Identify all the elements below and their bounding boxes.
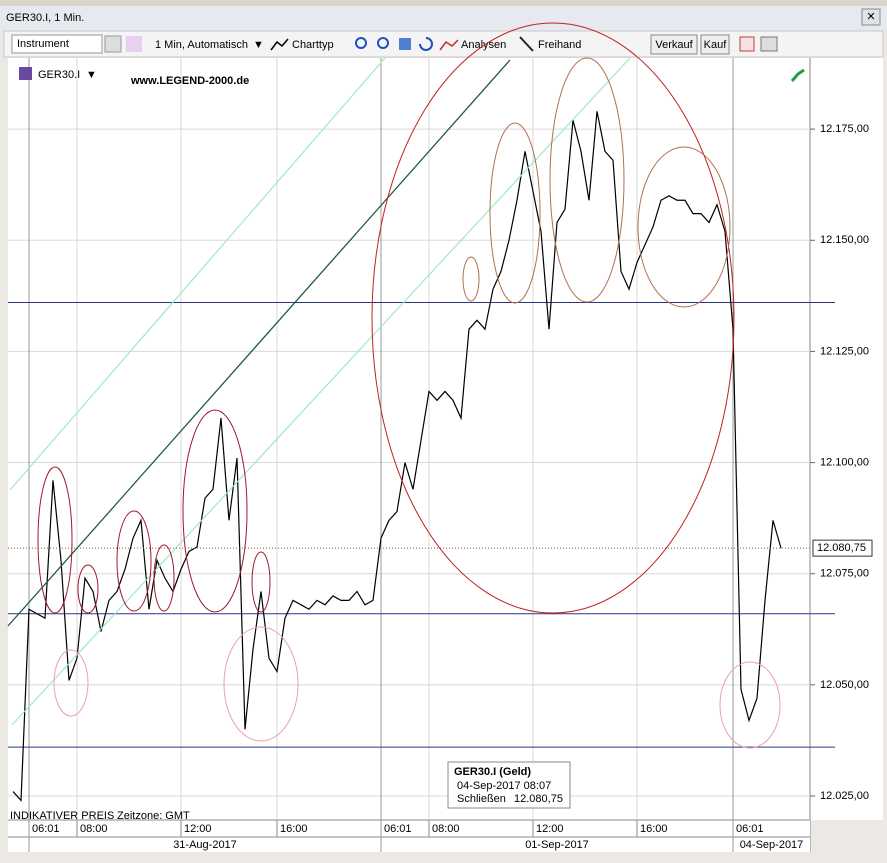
x-tick-label: 12:00 bbox=[536, 823, 564, 835]
symbol-icon bbox=[19, 67, 32, 80]
info-close-value: 12.080,75 bbox=[514, 793, 563, 805]
price-line bbox=[12, 111, 782, 802]
freehand-menu[interactable]: Freihand bbox=[538, 39, 581, 51]
symbol-label[interactable]: GER30.I bbox=[38, 69, 80, 81]
x-tick-label: 08:00 bbox=[432, 823, 460, 835]
timezone-note: Zeitzone: GMT bbox=[117, 810, 190, 822]
y-tick-label: 12.050,00 bbox=[820, 679, 869, 691]
buy-label: Kauf bbox=[704, 39, 728, 51]
x-tick-label: 06:01 bbox=[736, 823, 764, 835]
menu-strip bbox=[0, 0, 887, 6]
circle-marker bbox=[223, 626, 299, 742]
x-tick-label: 12:00 bbox=[184, 823, 212, 835]
zoom-out[interactable] bbox=[377, 37, 389, 49]
instrument-placeholder: Instrument bbox=[17, 38, 69, 50]
y-tick-label: 12.100,00 bbox=[820, 456, 869, 468]
plot-bg bbox=[8, 58, 810, 820]
info-box bbox=[447, 761, 571, 809]
compare-icon[interactable] bbox=[126, 36, 142, 52]
close-button[interactable] bbox=[861, 8, 881, 26]
analysis-icon bbox=[439, 39, 459, 51]
axis-bg bbox=[810, 58, 883, 820]
circle-marker bbox=[153, 544, 175, 612]
y-tick-label: 12.075,00 bbox=[820, 568, 869, 580]
circle-marker bbox=[251, 551, 271, 613]
x-tick-label: 06:01 bbox=[384, 823, 412, 835]
circle-marker bbox=[77, 564, 99, 614]
analyses-menu[interactable]: Analysen bbox=[461, 39, 506, 51]
trend-line bbox=[7, 59, 511, 627]
y-tick-label: 12.175,00 bbox=[820, 123, 869, 135]
x-tick-label: 16:00 bbox=[280, 823, 308, 835]
trend-line bbox=[11, 57, 631, 726]
status-icon bbox=[790, 68, 805, 82]
interval-menu[interactable]: 1 Min, Automatisch bbox=[155, 39, 248, 51]
plot-area: 12.025,00 12.050,00 12.075,00 12.100,00 12.1… bbox=[8, 58, 883, 852]
time-axis-bg bbox=[8, 820, 810, 852]
window-title: GER30.I, 1 Min. bbox=[6, 12, 84, 24]
circle-marker bbox=[489, 122, 541, 304]
drawings bbox=[7, 22, 781, 749]
date-label: 04-Sep-2017 bbox=[740, 839, 804, 851]
print-icon[interactable] bbox=[760, 36, 778, 52]
x-tick-label: 06:01 bbox=[32, 823, 60, 835]
freehand-icon bbox=[519, 36, 534, 52]
reset-icon[interactable] bbox=[419, 37, 433, 51]
x-tick-label: 16:00 bbox=[640, 823, 668, 835]
info-title: GER30.I (Geld) bbox=[454, 766, 531, 778]
last-price-label: 12.080,75 bbox=[817, 542, 866, 554]
symbol-dropdown: ▼ bbox=[86, 69, 97, 81]
date-label: 01-Sep-2017 bbox=[525, 839, 589, 851]
title-bar bbox=[0, 6, 887, 30]
info-time: 04-Sep-2017 08:07 bbox=[457, 780, 551, 792]
y-tick-label: 12.150,00 bbox=[820, 234, 869, 246]
close-icon: ✕ bbox=[866, 11, 875, 23]
y-tick-label: 12.025,00 bbox=[820, 790, 869, 802]
trend-line bbox=[9, 57, 386, 491]
sell-label: Verkauf bbox=[655, 39, 693, 51]
charttype-icon bbox=[270, 38, 289, 51]
zoom-in[interactable] bbox=[355, 37, 367, 49]
circle-marker bbox=[53, 649, 89, 717]
circle-marker bbox=[371, 22, 735, 614]
toolbar bbox=[3, 30, 884, 58]
buy-button[interactable] bbox=[700, 34, 730, 55]
circle-marker bbox=[182, 409, 248, 613]
pan-icon[interactable] bbox=[399, 38, 411, 50]
instrument-picker[interactable] bbox=[104, 35, 122, 53]
circle-marker bbox=[462, 256, 480, 302]
circle-marker bbox=[637, 146, 731, 308]
circle-marker bbox=[116, 510, 152, 612]
charttype-menu[interactable]: Charttyp bbox=[292, 39, 334, 51]
x-tick-label: 08:00 bbox=[80, 823, 108, 835]
last-price-tag bbox=[812, 539, 873, 557]
y-tick-label: 12.125,00 bbox=[820, 345, 869, 357]
circle-marker bbox=[37, 466, 73, 614]
instrument-input[interactable] bbox=[11, 34, 103, 54]
sell-button[interactable] bbox=[650, 34, 698, 55]
footer-note: INDIKATIVER PREIS bbox=[10, 810, 114, 822]
circle-marker bbox=[719, 661, 781, 749]
date-label: 31-Aug-2017 bbox=[173, 839, 237, 851]
circle-marker bbox=[549, 57, 625, 303]
info-close-label: Schließen bbox=[457, 793, 506, 805]
dropdown-arrow: ▼ bbox=[253, 39, 264, 51]
chart-icon[interactable] bbox=[739, 36, 755, 52]
watermark: www.LEGEND-2000.de bbox=[130, 75, 249, 87]
